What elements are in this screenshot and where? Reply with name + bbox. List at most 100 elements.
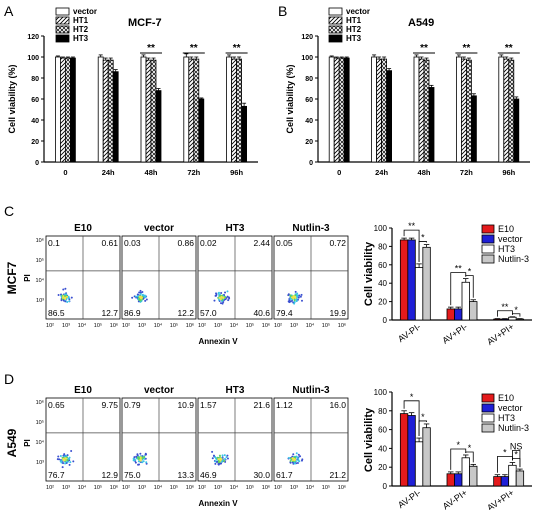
flow-event-dot [59,455,62,458]
flow-event-dot [68,456,71,459]
flow-event-dot [142,460,145,463]
flow-cytometry-a549: A549 PI Annexin V E10 0.65 9.75 76.7 12.9 10²… [5,385,349,508]
x-tick-label: 10⁵ [322,322,330,329]
significance-label: * [503,448,507,458]
quadrant-value-upper-right: 9.75 [101,400,118,410]
x-tick-label: 10⁴ [154,322,163,329]
bar [226,56,233,163]
quadrant-value-upper-left: 0.02 [200,238,217,248]
y-tick-label: 100 [301,55,313,62]
chart-title: MCF-7 [128,17,162,29]
x-tick-label: 10³ [214,323,222,329]
y-tick-label: 120 [301,34,313,41]
quadrant-value-lower-right: 19.9 [329,308,346,318]
flow-event-dot [294,456,297,459]
x-tick-label: 10⁵ [94,322,102,329]
quadrant-value-lower-right: 12.2 [177,308,194,318]
legend-swatch [328,16,343,25]
flow-event-dot [299,455,302,458]
quadrant-value-upper-right: 0.86 [177,238,194,248]
flow-event-dot [211,450,214,453]
bar [376,58,383,163]
x-tick-label: 10² [46,323,54,329]
annexin-axis-label: Annexin V [198,337,238,346]
quadrant-value-lower-left: 76.7 [48,470,65,480]
y-axis-label: Cell viability (%) [285,64,295,133]
quadrant-value-lower-left: 61.7 [276,470,293,480]
x-tick-label: 10⁴ [78,322,87,329]
bar [460,58,467,163]
flow-event-dot [300,299,303,302]
legend-label: vector [73,7,97,16]
flow-event-dot [220,458,223,461]
flow-event-dot [70,296,73,299]
bar [102,59,109,163]
y-tick-label: 100 [27,55,39,62]
flow-event-dot [65,454,68,457]
flow-event-dot [297,459,300,462]
panel-letter-b: B [278,3,287,19]
bar [508,464,517,487]
y-tick-label: 10⁴ [36,439,45,446]
significance-label: * [410,392,414,402]
quadrant-value-upper-right: 2.44 [253,238,270,248]
x-tick-label: 24h [375,168,388,177]
flow-plot-title: E10 [74,223,92,234]
y-axis-label: Cell viability [363,241,375,306]
legend-label: HT2 [73,25,89,34]
legend-label: vector [498,403,523,413]
x-tick-label: 10² [198,485,206,491]
x-tick-label: 0 [63,168,67,177]
y-tick-label: 60 [305,97,313,104]
x-tick-label: AV+PI+ [485,321,516,347]
bar [446,308,455,321]
flow-event-dot [295,294,298,297]
x-tick-label: 72h [460,168,473,177]
flow-event-dot [296,292,299,295]
bar [469,465,478,487]
flow-event-dot [143,455,146,458]
bar [493,318,502,321]
quadrant-value-lower-left: 75.0 [124,470,141,480]
flow-event-dot [220,462,223,465]
quadrant-value-upper-left: 0.1 [48,238,60,248]
x-tick-label: 10⁴ [154,484,163,491]
significance-bracket [465,451,474,463]
x-tick-label: 10³ [290,485,298,491]
flow-plot-title: vector [144,385,174,396]
flow-event-dot [291,457,294,460]
legend-swatch [481,423,495,433]
bar [399,239,409,321]
legend-label: vector [346,7,370,16]
legend-swatch [481,393,495,403]
significance-label: ** [147,43,155,54]
bar [498,56,505,163]
x-tick-label: AV+PI+ [485,487,516,510]
flow-event-dot [220,295,223,298]
flow-event-dot [220,302,223,305]
flow-event-dot [64,462,67,465]
significance-label: NS [510,442,523,452]
flow-event-dot [293,296,296,299]
x-tick-label: 10³ [62,485,70,491]
flow-event-dot [139,289,142,292]
x-tick-label: 96h [502,168,515,177]
flow-event-dot [62,458,65,461]
flow-event-dot [68,463,71,466]
flow-event-dot [222,296,225,299]
quadrant-value-lower-left: 86.9 [124,308,141,318]
flow-event-dot [289,297,292,300]
legend-label: E10 [498,224,514,234]
flow-event-dot [227,299,230,302]
y-tick-label: 80 [31,76,39,83]
bar [515,470,525,487]
y-tick-label: 20 [305,139,313,146]
legend-label: E10 [498,393,514,403]
y-tick-label: 10³ [36,298,44,304]
flow-event-dot [226,290,229,293]
flow-event-dot [224,298,227,301]
flow-event-dot [287,456,290,459]
flow-event-dot [214,462,217,465]
y-tick-label: 60 [378,426,387,435]
y-tick-label: 100 [374,388,388,397]
